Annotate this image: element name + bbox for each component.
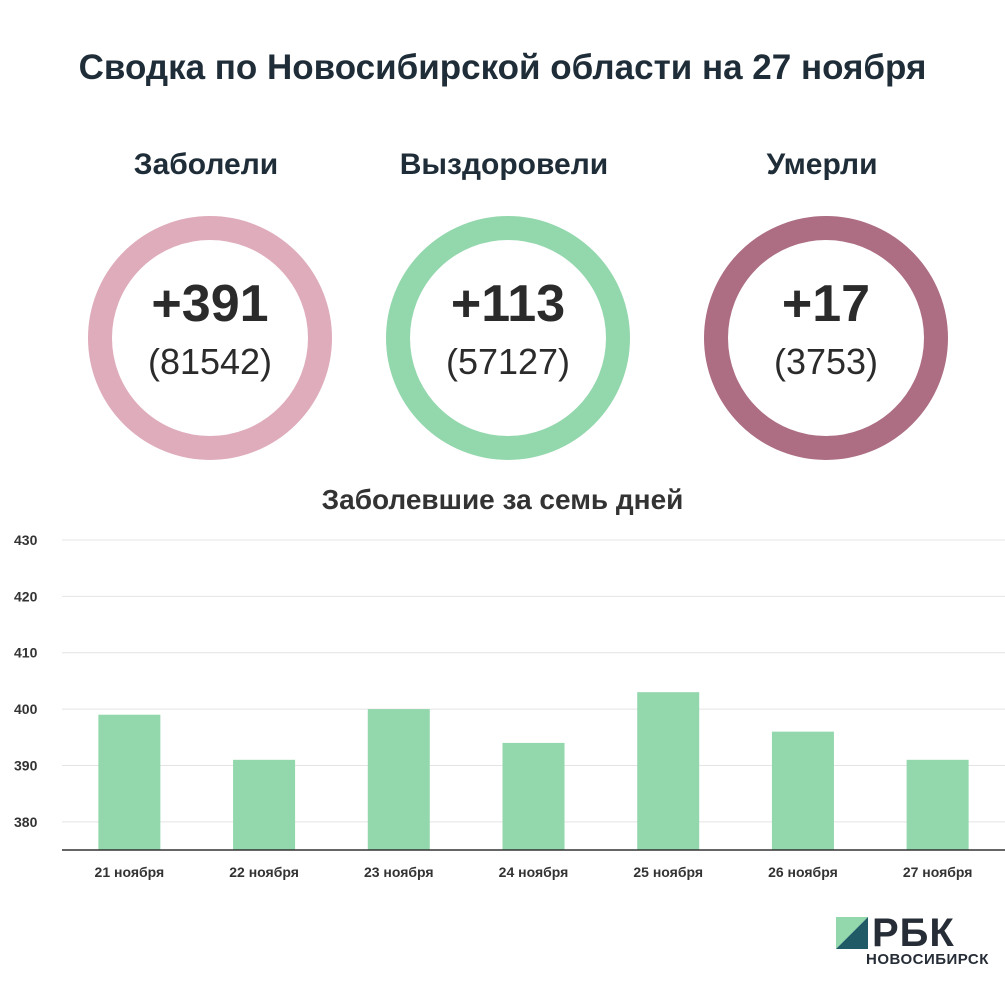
x-tick-label: 23 ноября xyxy=(364,864,434,880)
bar xyxy=(771,731,834,850)
stat-recovered: Выздоровели +113 (57127) xyxy=(354,140,654,460)
page-title: Сводка по Новосибирской области на 27 но… xyxy=(78,48,927,87)
stat-label: Заболели xyxy=(133,148,279,181)
bar xyxy=(98,714,161,850)
x-tick-label: 27 ноября xyxy=(903,864,973,880)
y-tick-label: 380 xyxy=(14,814,38,830)
stat-label: Умерли xyxy=(766,148,878,181)
y-tick-label: 430 xyxy=(14,532,38,548)
y-tick-label: 400 xyxy=(14,701,38,717)
bar xyxy=(502,742,565,850)
ring-infected: +391 (81542) xyxy=(88,216,332,460)
bar xyxy=(637,692,700,850)
stat-total: (57127) xyxy=(445,341,571,382)
y-tick-label: 420 xyxy=(14,588,38,604)
logo-mark-icon xyxy=(836,917,868,949)
bar xyxy=(367,709,430,850)
stat-total: (81542) xyxy=(147,341,273,382)
ring-recovered: +113 (57127) xyxy=(386,216,630,460)
bar xyxy=(233,759,296,850)
stat-delta: +17 xyxy=(781,275,871,333)
stat-delta: +391 xyxy=(151,275,269,333)
y-tick-label: 410 xyxy=(14,645,38,661)
stat-died: Умерли +17 (3753) xyxy=(672,140,972,460)
chart-title: Заболевшие за семь дней xyxy=(321,484,684,515)
x-tick-label: 25 ноября xyxy=(633,864,703,880)
ring-died: +17 (3753) xyxy=(704,216,948,460)
rbc-logo: РБК НОВОСИБИРСК xyxy=(836,911,996,973)
logo-subtitle: НОВОСИБИРСК xyxy=(866,951,989,968)
stat-delta: +113 xyxy=(450,275,566,333)
x-tick-label: 21 ноября xyxy=(95,864,165,880)
stat-total: (3753) xyxy=(773,341,879,382)
y-tick-label: 390 xyxy=(14,757,38,773)
stat-infected: Заболели +391 (81542) xyxy=(56,140,356,460)
bar-chart: 380 390 400 410 420 430 21 ноября 22 ноября 23 н… xyxy=(14,532,1005,880)
bar xyxy=(906,759,969,850)
x-tick-label: 24 ноября xyxy=(499,864,569,880)
logo-text: РБК xyxy=(872,911,955,955)
x-tick-label: 26 ноября xyxy=(768,864,838,880)
stat-label: Выздоровели xyxy=(399,148,609,181)
x-tick-label: 22 ноября xyxy=(229,864,299,880)
